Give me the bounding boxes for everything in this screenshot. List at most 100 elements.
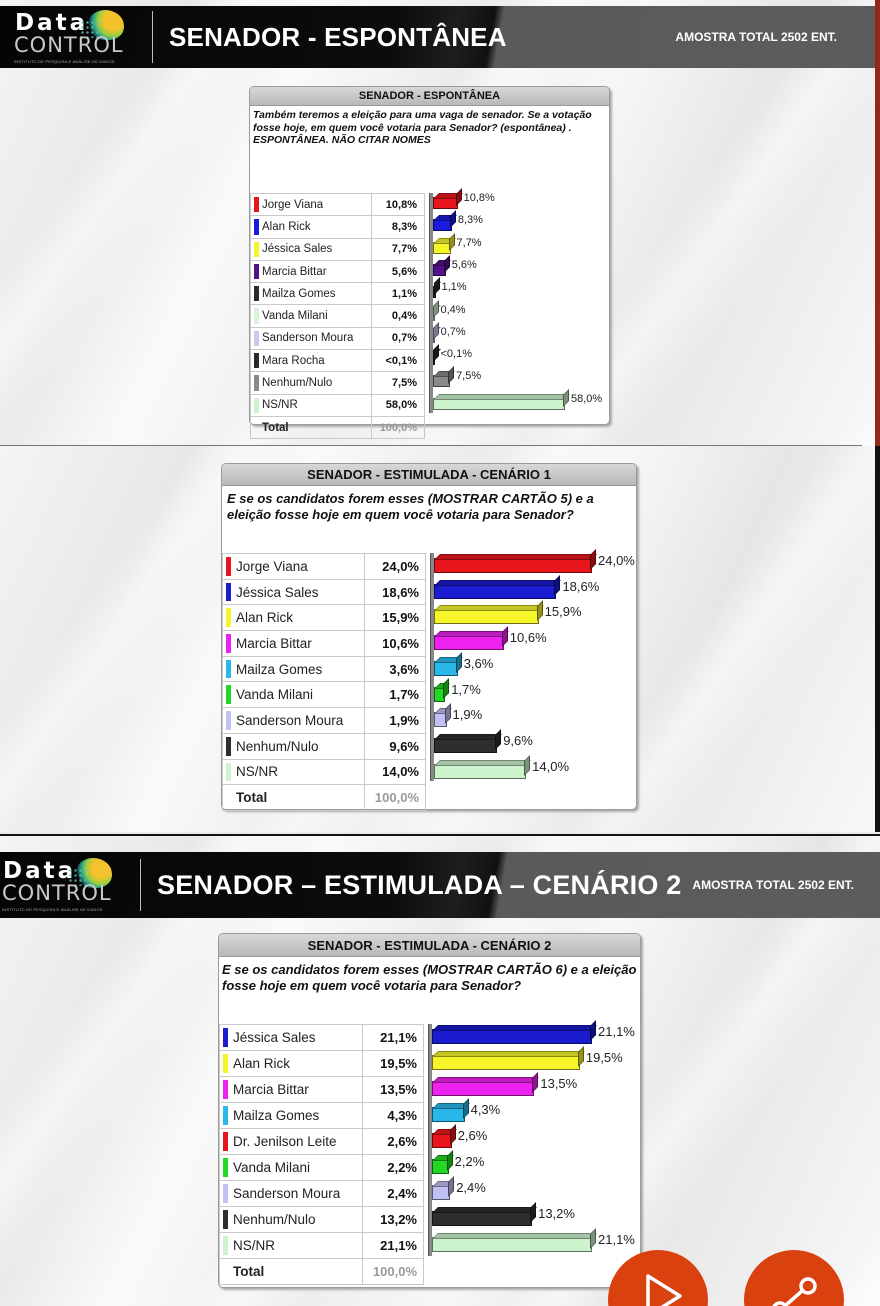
bar <box>432 1133 452 1148</box>
candidate-percent: 2,2% <box>362 1154 424 1181</box>
chart-axis <box>430 553 434 781</box>
candidate-percent: 2,4% <box>362 1180 424 1207</box>
candidate-name: Vanda Milani <box>250 304 372 328</box>
legend-swatch <box>254 241 259 257</box>
bar-value-label: 1,1% <box>441 281 467 294</box>
candidate-name: Sanderson Moura <box>250 326 372 351</box>
bar-value-label: 0,4% <box>440 303 466 316</box>
logo-text-control: CONTROL <box>14 33 124 57</box>
candidate-label: Vanda Milani <box>236 687 314 703</box>
candidate-percent: 2,6% <box>362 1128 424 1155</box>
table-row: Alan Rick 15,9% <box>222 604 426 632</box>
survey-question: E se os candidatos forem esses (MOSTRAR … <box>222 962 637 993</box>
candidate-label: NS/NR <box>236 764 279 780</box>
bar-chart: 21,1% 19,5% 13,5% 4,3% 2,6% 2,2% 2,4% 13,2% 21,1… <box>424 1024 640 1285</box>
bar-value-label: 0,7% <box>440 325 466 338</box>
bar <box>434 635 504 651</box>
candidate-name: Mailza Gomes <box>219 1102 363 1129</box>
candidate-percent: <0,1% <box>371 349 425 373</box>
bar <box>434 583 557 599</box>
legend-swatch <box>254 397 259 413</box>
candidate-name: Jéssica Sales <box>222 578 365 606</box>
legend-swatch <box>223 1054 228 1073</box>
chart-panel-cenario-1: SENADOR - ESTIMULADA - CENÁRIO 1 E se os… <box>221 463 637 811</box>
bar <box>433 353 435 366</box>
candidate-label: Jéssica Sales <box>233 1030 316 1045</box>
legend-swatch <box>223 1210 228 1229</box>
table-row: Vanda Milani 2,2% <box>219 1154 424 1181</box>
table-row: Mailza Gomes 4,3% <box>219 1102 424 1129</box>
bar <box>434 558 592 573</box>
bar <box>433 397 565 410</box>
candidate-percent: 1,9% <box>364 707 426 734</box>
survey-question: E se os candidatos forem esses (MOSTRAR … <box>227 491 594 522</box>
candidate-label: Mailza Gomes <box>262 287 336 300</box>
candidate-percent: 0,7% <box>371 326 425 351</box>
legend-swatch <box>223 1184 228 1203</box>
candidate-percent: 4,3% <box>362 1102 424 1129</box>
table-row: Mailza Gomes 3,6% <box>222 655 426 683</box>
brain-logo-icon <box>68 858 112 888</box>
legend-swatch <box>226 634 231 653</box>
chart-panel-cenario-2: SENADOR - ESTIMULADA - CENÁRIO 2 E se os… <box>218 933 641 1288</box>
bar <box>434 686 446 702</box>
total-value: 100,0% <box>364 784 426 811</box>
data-control-logo: Data CONTROL INSTITUTO DE PESQUISA E ANÁ… <box>0 6 150 68</box>
candidate-name: Jéssica Sales <box>250 237 372 261</box>
legend-swatch <box>226 557 231 576</box>
bar <box>433 263 446 276</box>
bar <box>434 763 527 779</box>
candidate-name: NS/NR <box>250 393 372 417</box>
candidate-percent: 10,8% <box>371 192 425 217</box>
bar-value-label: 8,3% <box>457 214 483 227</box>
bar <box>432 1029 592 1044</box>
candidate-percent: 18,6% <box>364 578 426 606</box>
bar-value-label: <0,1% <box>440 348 473 361</box>
logo-tagline: INSTITUTO DE PESQUISA E ANÁLISE DE DADOS <box>14 59 115 64</box>
candidate-name: Jéssica Sales <box>219 1024 363 1051</box>
candidate-name: Sanderson Moura <box>222 707 365 734</box>
candidate-name: Vanda Milani <box>219 1154 363 1181</box>
candidate-label: Jorge Viana <box>262 198 324 211</box>
candidate-percent: 14,0% <box>364 758 426 786</box>
candidate-name: NS/NR <box>219 1232 363 1259</box>
bar <box>433 241 451 254</box>
legend-swatch <box>254 263 259 280</box>
header-divider <box>140 859 141 911</box>
candidate-label: Nenhum/Nulo <box>262 377 333 390</box>
legend-swatch <box>254 330 259 347</box>
candidate-label: Mailza Gomes <box>233 1108 320 1123</box>
bar <box>433 286 436 299</box>
legend-swatch <box>254 308 259 324</box>
legend-swatch <box>226 711 231 730</box>
table-row: Marcia Bittar 13,5% <box>219 1076 424 1103</box>
total-value: 100,0% <box>362 1258 424 1285</box>
table-row: Marcia Bittar 10,6% <box>222 630 426 657</box>
candidate-name: Sanderson Moura <box>219 1180 363 1207</box>
results-table: Jéssica Sales 21,1% Alan Rick 19,5% Marcia B… <box>219 1024 424 1285</box>
candidate-label: Sanderson Moura <box>233 1186 341 1201</box>
bar <box>432 1237 592 1252</box>
total-value: 100,0% <box>371 415 425 440</box>
table-row: Jéssica Sales 18,6% <box>222 578 426 606</box>
legend-swatch <box>223 1158 228 1177</box>
chart-axis <box>428 1024 432 1256</box>
bar <box>433 219 452 232</box>
bar <box>432 1211 533 1226</box>
candidate-percent: 24,0% <box>364 553 426 580</box>
candidate-label: Sanderson Moura <box>236 712 344 728</box>
bar <box>433 197 458 209</box>
candidate-name: Nenhum/Nulo <box>219 1206 363 1233</box>
logo-text-control: CONTROL <box>2 881 112 905</box>
candidate-label: Vanda Milani <box>262 310 328 323</box>
bar-value-label: 2,2% <box>454 1154 485 1169</box>
bar-value-label: 10,8% <box>463 192 495 204</box>
results-table: Jorge Viana 24,0% Jéssica Sales 18,6% Alan R… <box>222 553 426 811</box>
table-row: Vanda Milani 1,7% <box>222 681 426 709</box>
candidate-percent: 7,5% <box>371 371 425 395</box>
candidate-name: Jorge Viana <box>222 553 365 580</box>
bar-value-label: 15,9% <box>544 604 582 620</box>
table-row: Nenhum/Nulo 9,6% <box>222 732 426 760</box>
slide-separator <box>0 445 862 446</box>
bar-value-label: 1,9% <box>452 707 483 723</box>
